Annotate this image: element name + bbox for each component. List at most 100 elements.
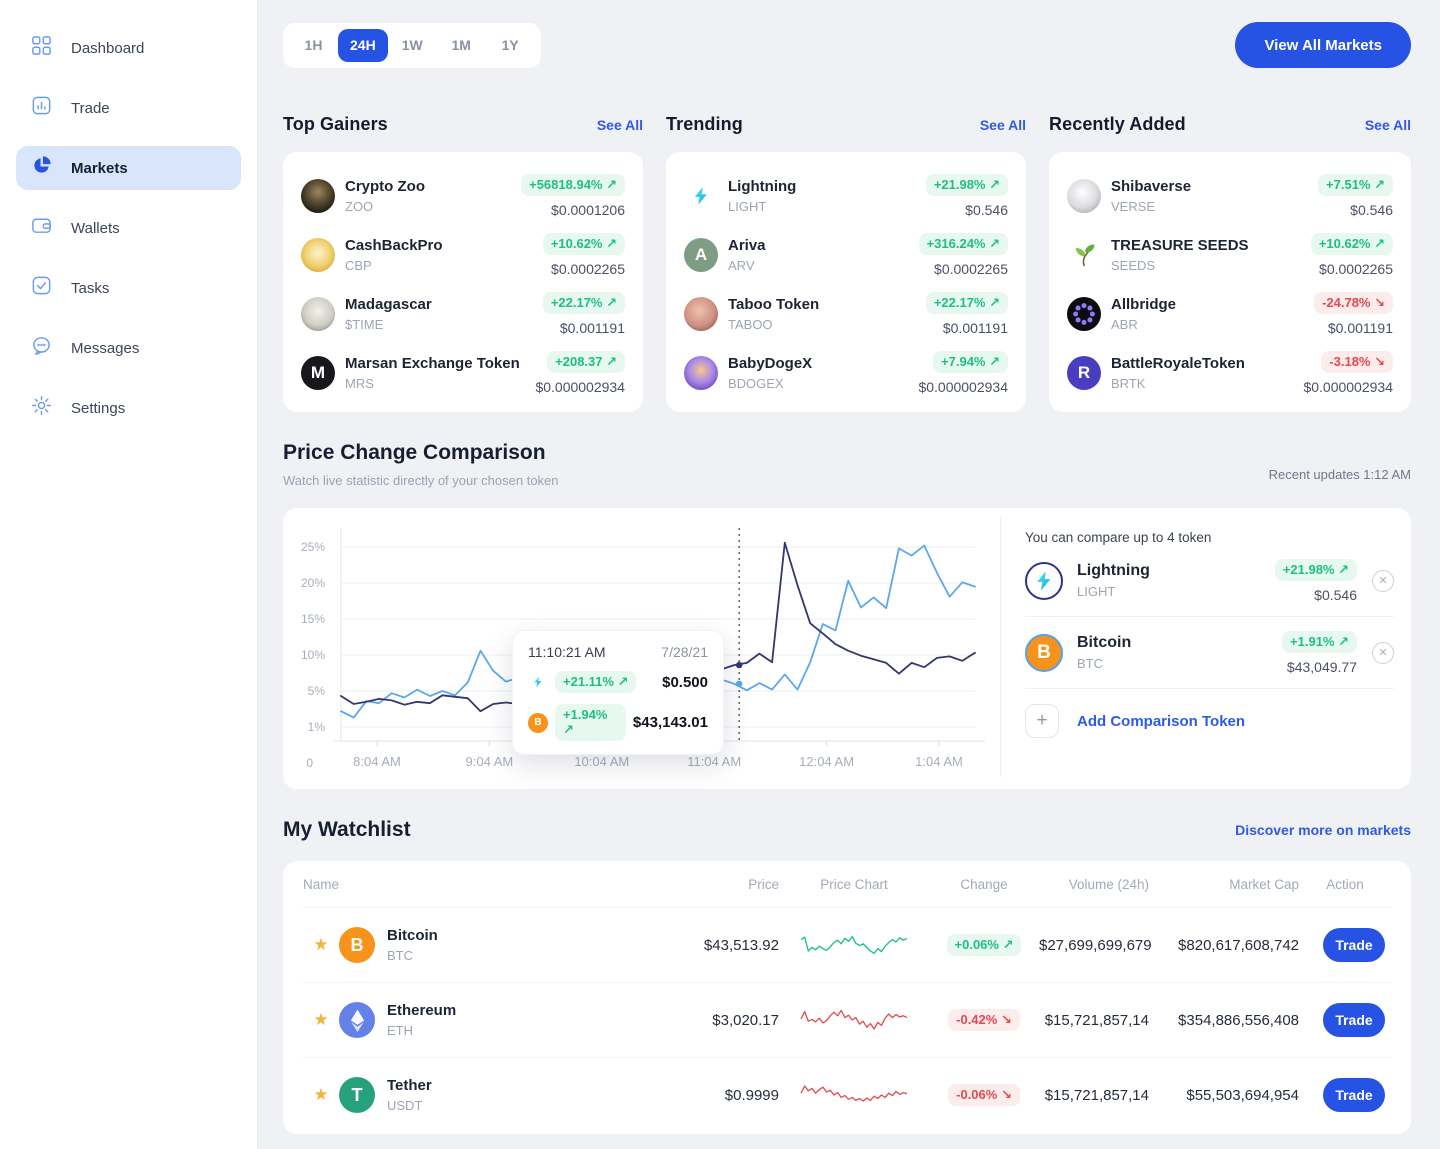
token-symbol: CBP xyxy=(345,258,372,273)
token-symbol: BDOGEX xyxy=(728,376,784,391)
token-list-card: Lightning LIGHT +21.98% ↗ $0.546 A Ariva ARV +3… xyxy=(666,152,1026,412)
sidebar-item-label: Markets xyxy=(71,159,128,177)
sidebar-item-label: Settings xyxy=(71,399,126,417)
remove-token-button[interactable]: ✕ xyxy=(1372,641,1394,664)
see-all-link[interactable]: See All xyxy=(596,116,643,133)
token-row[interactable]: A Ariva ARV +316.24% ↗ $0.0002265 xyxy=(684,231,1008,279)
tooltip-row: +21.11% ↗ $0.500 xyxy=(528,671,708,693)
token-info: BabyDogeX BDOGEX xyxy=(728,355,812,391)
settings-icon xyxy=(30,394,53,422)
token-info: TREASURE SEEDS SEEDS xyxy=(1111,237,1249,273)
svg-text:15%: 15% xyxy=(301,612,325,626)
change-badge: +21.98% ↗ xyxy=(925,174,1008,196)
trade-button[interactable]: Trade xyxy=(1323,1003,1385,1037)
token-name: CashBackPro xyxy=(345,237,443,254)
favorite-star-icon[interactable]: ★ xyxy=(313,935,329,954)
sidebar-item-tasks[interactable]: Tasks xyxy=(16,266,241,310)
sidebar-item-messages[interactable]: Messages xyxy=(16,326,241,370)
lightning-compare-icon xyxy=(1025,561,1063,600)
change-badge: +0.06% ↗ xyxy=(946,934,1022,956)
watchlist-market-cap: $354,886,556,408 xyxy=(1178,1011,1299,1029)
watchlist-token-info: Bitcoin BTC xyxy=(387,927,547,963)
token-info: Shibaverse VERSE xyxy=(1111,178,1191,214)
token-values: +316.24% ↗ $0.0002265 xyxy=(918,233,1008,277)
token-name: Ariva xyxy=(728,237,766,254)
discover-more-link[interactable]: Discover more on markets xyxy=(1235,822,1411,838)
sidebar-item-dashboard[interactable]: Dashboard xyxy=(16,26,241,70)
time-filter-1y[interactable]: 1Y xyxy=(486,29,535,62)
remove-token-button[interactable]: ✕ xyxy=(1372,569,1394,592)
token-symbol: $TIME xyxy=(345,317,384,332)
token-info: Marsan Exchange Token MRS xyxy=(345,355,520,391)
sidebar-item-label: Wallets xyxy=(71,219,120,237)
token-symbol: ARV xyxy=(728,258,755,273)
token-row[interactable]: CashBackPro CBP +10.62% ↗ $0.0002265 xyxy=(301,231,625,279)
trade-button[interactable]: Trade xyxy=(1323,928,1385,962)
watchlist-price: $0.9999 xyxy=(724,1086,779,1104)
add-comparison-token-button[interactable]: + Add Comparison Token xyxy=(1025,704,1394,738)
token-price: $0.001191 xyxy=(942,320,1008,336)
token-info: Taboo Token TABOO xyxy=(728,296,819,332)
token-price: $0.001191 xyxy=(1327,320,1393,336)
shibaverse-icon xyxy=(1067,179,1101,213)
section-headers: Top Gainers See All Trending See All Recentl… xyxy=(283,114,1411,135)
comparison-token-info: Lightning LIGHT xyxy=(1077,562,1150,599)
sidebar-item-label: Trade xyxy=(71,99,110,117)
price-comparison-card: 25% 20% 15% 10% 5% 1% 0 8:04 AM 9:04 AM 10:04 AM 1… xyxy=(283,508,1411,789)
token-row[interactable]: Shibaverse VERSE +7.51% ↗ $0.546 xyxy=(1067,172,1393,220)
time-filter-1w[interactable]: 1W xyxy=(388,29,437,62)
tether-icon: T xyxy=(339,1077,375,1113)
token-values: +22.17% ↗ $0.001191 xyxy=(925,292,1008,336)
sidebar-item-markets[interactable]: Markets xyxy=(16,146,241,190)
tooltip-lightning-icon xyxy=(528,672,548,692)
view-all-markets-button[interactable]: View All Markets xyxy=(1235,22,1411,68)
comparison-token-info: Bitcoin BTC xyxy=(1077,634,1131,671)
token-row[interactable]: M Marsan Exchange Token MRS +208.37 ↗ $0.000… xyxy=(301,349,625,397)
time-filter-24h[interactable]: 24H xyxy=(338,28,388,62)
watchlist-volume: $27,699,699,679 xyxy=(1039,936,1152,954)
token-row[interactable]: BabyDogeX BDOGEX +7.94% ↗ $0.000002934 xyxy=(684,349,1008,397)
token-values: -3.18% ↘ $0.000002934 xyxy=(1303,351,1393,395)
token-row[interactable]: Allbridge ABR -24.78% ↘ $0.001191 xyxy=(1067,290,1393,338)
token-price: $0.0002265 xyxy=(551,261,625,277)
time-filter-1m[interactable]: 1M xyxy=(437,29,486,62)
bolt-icon xyxy=(534,676,542,688)
tooltip-change-badge: +1.94% ↗ xyxy=(555,704,626,741)
column-header-action: Action xyxy=(1326,876,1364,892)
token-row[interactable]: TREASURE SEEDS SEEDS +10.62% ↗ $0.0002265 xyxy=(1067,231,1393,279)
favorite-star-icon[interactable]: ★ xyxy=(313,1010,329,1029)
token-name: BattleRoyaleToken xyxy=(1111,355,1245,372)
time-filter-1h[interactable]: 1H xyxy=(289,29,338,62)
token-info: Crypto Zoo ZOO xyxy=(345,178,425,214)
favorite-star-icon[interactable]: ★ xyxy=(313,1085,329,1104)
tooltip-value: $43,143.01 xyxy=(632,714,708,731)
token-row[interactable]: Madagascar $TIME +22.17% ↗ $0.001191 xyxy=(301,290,625,338)
token-row[interactable]: Crypto Zoo ZOO +56818.94% ↗ $0.0001206 xyxy=(301,172,625,220)
change-badge: -0.42% ↘ xyxy=(948,1009,1020,1031)
allbridge-icon xyxy=(1067,297,1101,331)
sidebar-item-wallets[interactable]: Wallets xyxy=(16,206,241,250)
watchlist-row[interactable]: ★ B Bitcoin BTC $43,513.92 +0.06% ↗ $27,699,69… xyxy=(303,907,1391,982)
token-list-card: Crypto Zoo ZOO +56818.94% ↗ $0.0001206 CashB… xyxy=(283,152,643,412)
token-price: $0.0002265 xyxy=(934,261,1008,277)
token-row[interactable]: Taboo Token TABOO +22.17% ↗ $0.001191 xyxy=(684,290,1008,338)
column-header-volume-24h-: Volume (24h) xyxy=(1068,876,1149,892)
see-all-link[interactable]: See All xyxy=(979,116,1026,133)
token-row[interactable]: Lightning LIGHT +21.98% ↗ $0.546 xyxy=(684,172,1008,220)
sidebar-item-trade[interactable]: Trade xyxy=(16,86,241,130)
change-badge: +7.51% ↗ xyxy=(1318,174,1393,196)
watchlist-row[interactable]: ★ Ethereum ETH $3,020.17 -0.42% ↘ $15,721,857… xyxy=(303,982,1391,1057)
bitcoin-compare-icon: B xyxy=(1025,633,1063,672)
trade-button[interactable]: Trade xyxy=(1323,1078,1385,1112)
sidebar-item-settings[interactable]: Settings xyxy=(16,386,241,430)
comparison-token-price: $43,049.77 xyxy=(1286,658,1357,675)
madagascar-icon xyxy=(301,297,335,331)
watchlist-change: -0.42% ↘ xyxy=(929,1009,1039,1031)
token-row[interactable]: R BattleRoyaleToken BRTK -3.18% ↘ $0.0000029… xyxy=(1067,349,1393,397)
see-all-link[interactable]: See All xyxy=(1364,116,1411,133)
svg-text:1:04 AM: 1:04 AM xyxy=(915,754,963,769)
watchlist-row[interactable]: ★ T Tether USDT $0.9999 -0.06% ↘ $15,721,857,1… xyxy=(303,1057,1391,1132)
watchlist-volume: $15,721,857,14 xyxy=(1044,1086,1149,1104)
lightning-icon xyxy=(684,179,718,213)
section-header: Trending See All xyxy=(666,114,1026,135)
